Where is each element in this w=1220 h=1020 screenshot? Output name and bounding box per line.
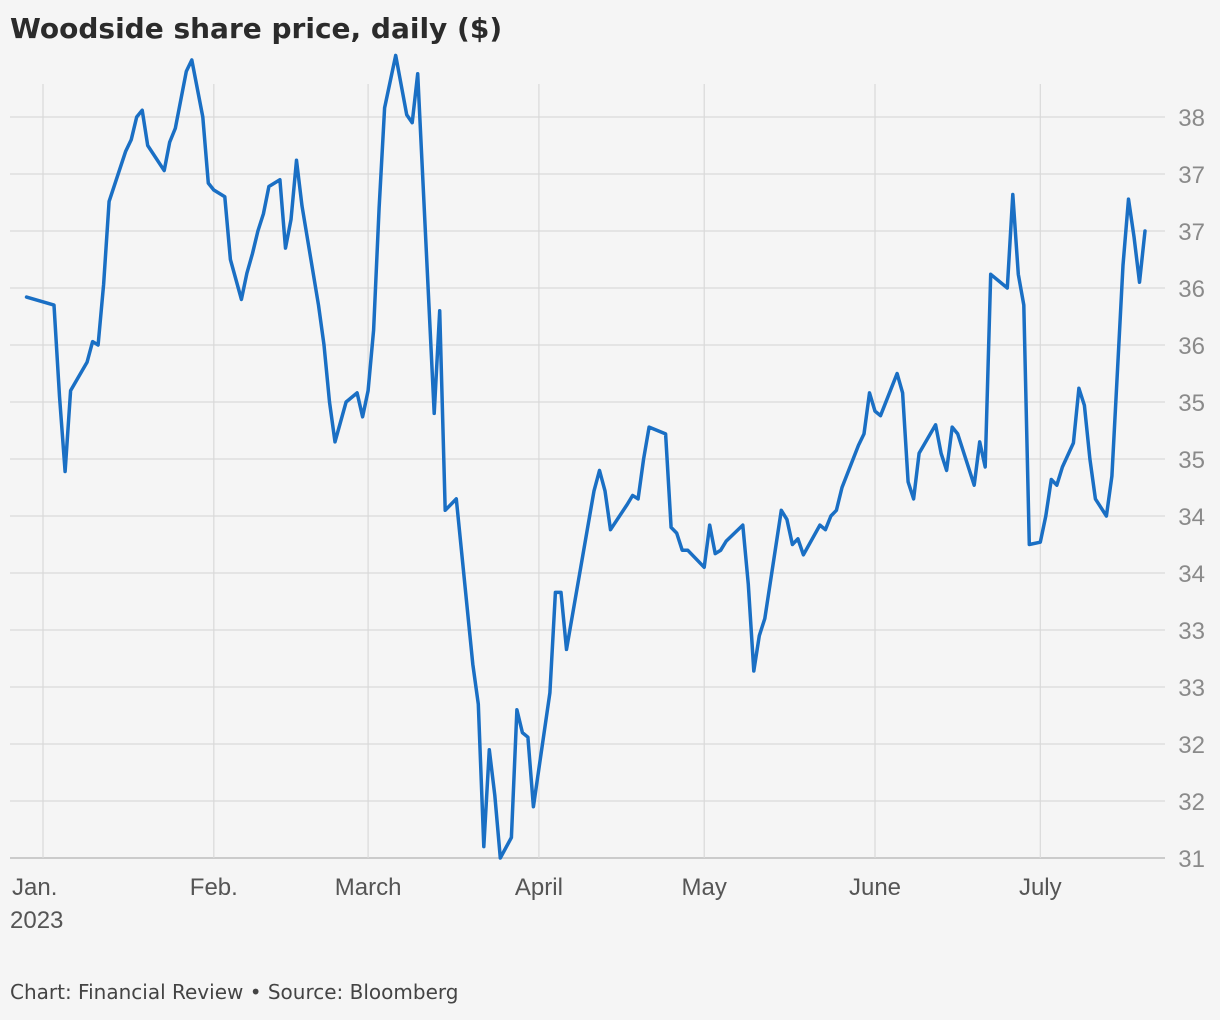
chart-title: Woodside share price, daily ($)	[10, 12, 503, 45]
x-tick-label: April	[515, 874, 563, 901]
x-tick-label: March	[335, 874, 402, 901]
y-tick-label: 33	[1178, 675, 1205, 702]
y-tick-label: 37	[1178, 219, 1205, 246]
y-tick-label: 31	[1178, 846, 1205, 873]
price-series-line	[24, 53, 1147, 860]
y-tick-label: 36	[1178, 276, 1205, 303]
grid-lines	[10, 84, 1165, 859]
y-tick-label: 32	[1178, 789, 1205, 816]
y-tick-label: 35	[1178, 447, 1205, 474]
y-tick-label: 36	[1178, 333, 1205, 360]
y-axis-ticks: 31 32 32 33 33 34 34 35 35 36 36 37 37 38	[1178, 105, 1205, 873]
x-tick-sublabel: 2023	[10, 907, 63, 934]
x-tick-label: June	[849, 874, 901, 901]
x-axis-ticks: Jan. 2023 Feb. March April May June July	[10, 874, 1062, 934]
x-tick-label: July	[1019, 874, 1062, 901]
x-tick-label: May	[682, 874, 727, 901]
x-tick-label: Feb.	[190, 874, 238, 901]
y-tick-label: 33	[1178, 618, 1205, 645]
x-tick-label: Jan.	[12, 874, 57, 901]
y-tick-label: 34	[1178, 504, 1205, 531]
y-tick-label: 35	[1178, 390, 1205, 417]
y-tick-label: 34	[1178, 561, 1205, 588]
y-tick-label: 37	[1178, 162, 1205, 189]
source-note: Chart: Financial Review • Source: Bloomb…	[10, 980, 459, 1004]
y-tick-label: 32	[1178, 732, 1205, 759]
y-tick-label: 38	[1178, 105, 1205, 132]
